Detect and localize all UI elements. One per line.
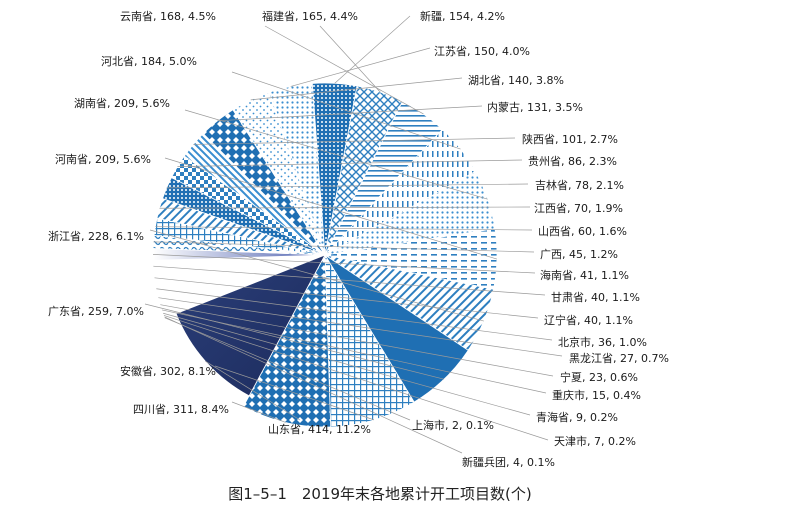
- slice-label: 湖南省, 209, 5.6%: [74, 97, 170, 110]
- slice-label: 新疆, 154, 4.2%: [420, 9, 505, 23]
- leader-line: [205, 360, 301, 421]
- leader-line: [163, 315, 549, 441]
- leader-line: [154, 277, 539, 319]
- slice-label: 青海省, 9, 0.2%: [536, 410, 618, 424]
- leader-line: [166, 183, 529, 189]
- slice-label: 甘肃省, 40, 1.1%: [551, 291, 640, 304]
- leader-line: [193, 137, 516, 145]
- leader-line: [163, 312, 531, 416]
- slice-label: 天津市, 7, 0.2%: [554, 434, 636, 448]
- leader-line: [264, 25, 424, 115]
- leader-line: [160, 304, 554, 377]
- leader-line: [177, 159, 523, 167]
- slice-label: 安徽省, 302, 8.1%: [120, 364, 216, 378]
- slice-label: 广东省, 259, 7.0%: [48, 305, 144, 318]
- figure-caption: 图1–5–1 2019年末各地累计开工项目数(个): [228, 485, 532, 503]
- slice-label: 黑龙江省, 27, 0.7%: [569, 352, 669, 365]
- slice-label: 新疆兵团, 4, 0.1%: [462, 455, 555, 469]
- leader-line: [159, 206, 531, 209]
- leader-line: [156, 288, 553, 341]
- leader-line: [217, 105, 483, 122]
- leader-line: [184, 109, 488, 200]
- leader-line: [319, 25, 381, 93]
- leader-line: [155, 226, 533, 231]
- leader-line: [290, 47, 431, 87]
- slice-label: 广西, 45, 1.2%: [540, 248, 618, 261]
- slice-label: 内蒙古, 131, 3.5%: [487, 100, 583, 114]
- leader-lines: [144, 15, 563, 454]
- slice-label: 吉林省, 78, 2.1%: [535, 178, 624, 192]
- leader-line: [250, 77, 463, 101]
- leader-line: [231, 71, 461, 150]
- leader-line: [161, 309, 547, 394]
- slice-label: 陕西省, 101, 2.7%: [522, 132, 618, 146]
- leader-line: [164, 317, 411, 421]
- slice-label: 贵州省, 86, 2.3%: [528, 155, 617, 168]
- slice-label: 宁夏, 23, 0.6%: [560, 370, 638, 384]
- slice-label: 山东省, 414, 11.2%: [268, 423, 371, 436]
- slice-label: 重庆市, 15, 0.4%: [552, 388, 641, 402]
- slice-label: 浙江省, 228, 6.1%: [48, 230, 144, 243]
- leader-line: [153, 241, 535, 253]
- leader-line: [153, 265, 546, 296]
- slice-label: 河北省, 184, 5.0%: [101, 55, 197, 68]
- leader-line: [214, 365, 375, 421]
- leader-line: [152, 254, 536, 274]
- slice-label: 湖北省, 140, 3.8%: [468, 74, 564, 87]
- slice-label: 河南省, 209, 5.6%: [55, 153, 151, 166]
- leader-line: [158, 297, 563, 357]
- slice-label: 北京市, 36, 1.0%: [558, 335, 647, 349]
- leader-line: [334, 15, 411, 84]
- leader-line: [144, 303, 445, 380]
- slice-label: 山西省, 60, 1.6%: [538, 225, 627, 238]
- slice-label: 上海市, 2, 0.1%: [412, 418, 494, 432]
- slice-label: 云南省, 168, 4.5%: [120, 10, 216, 23]
- slice-labels: 上海市, 2, 0.1% 新疆兵团, 4, 0.1% 天津市, 7, 0.2% 青海省…: [48, 9, 669, 469]
- slice-label: 江苏省, 150, 4.0%: [434, 45, 530, 58]
- slice-label: 福建省, 165, 4.4%: [262, 9, 358, 23]
- leader-line: [164, 316, 463, 454]
- slice-label: 江西省, 70, 1.9%: [534, 202, 623, 215]
- slice-label: 海南省, 41, 1.1%: [540, 268, 629, 282]
- leader-line: [231, 401, 286, 423]
- leader-line: [149, 229, 484, 322]
- leader-line: [164, 157, 498, 260]
- slice-label: 四川省, 311, 8.4%: [133, 403, 229, 416]
- slice-label: 辽宁省, 40, 1.1%: [544, 313, 633, 327]
